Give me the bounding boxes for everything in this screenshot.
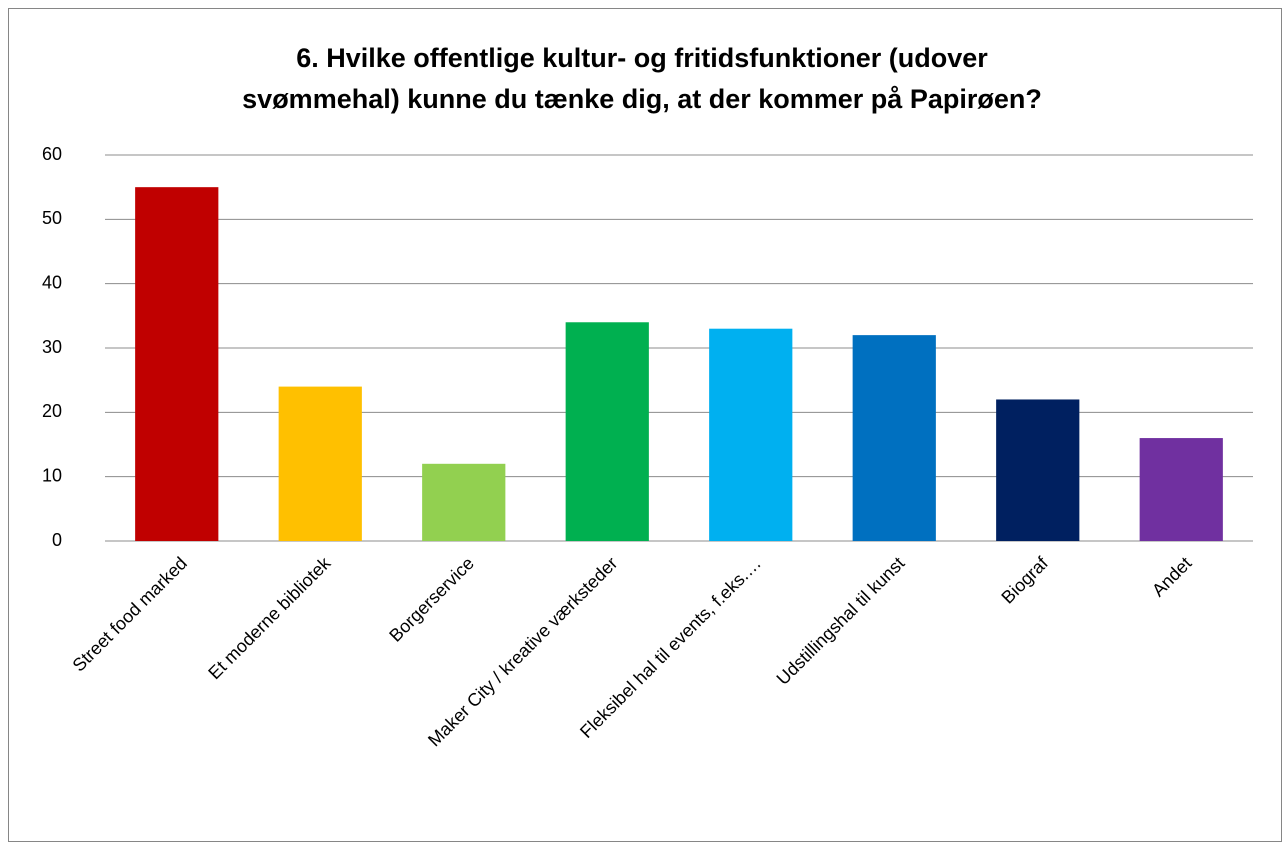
bar <box>565 322 649 541</box>
bar <box>709 328 793 541</box>
y-tick-label: 0 <box>52 530 62 550</box>
y-tick-label: 50 <box>42 208 62 228</box>
bar <box>422 463 506 541</box>
y-tick-label: 40 <box>42 272 62 292</box>
y-tick-label: 30 <box>42 337 62 357</box>
bar <box>135 187 219 541</box>
y-tick-label: 60 <box>42 144 62 164</box>
bar <box>1139 438 1223 541</box>
y-tick-label: 20 <box>42 401 62 421</box>
chart-title: 6. Hvilke offentlige kultur- og fritidsf… <box>296 43 988 73</box>
y-tick-label: 10 <box>42 465 62 485</box>
bar <box>278 386 362 541</box>
chart-title: svømmehal) kunne du tænke dig, at der ko… <box>242 84 1042 114</box>
bar <box>852 335 936 541</box>
bar <box>996 399 1080 541</box>
